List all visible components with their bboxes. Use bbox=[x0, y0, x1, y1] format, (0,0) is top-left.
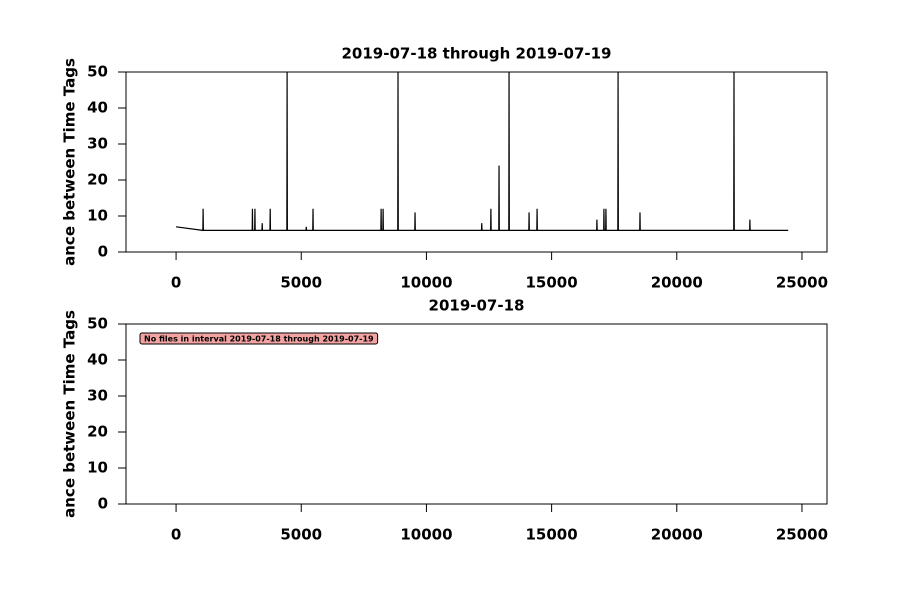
data-line bbox=[175, 71, 789, 232]
x-tick-label: 15000 bbox=[526, 274, 578, 292]
y-tick-label: 30 bbox=[87, 387, 108, 405]
x-tick-label: 5000 bbox=[280, 274, 322, 292]
plot-frame bbox=[125, 323, 828, 505]
y-tick-label: 20 bbox=[87, 171, 108, 189]
x-tick-label: 0 bbox=[171, 274, 181, 292]
chart-title: 2019-07-18 bbox=[429, 297, 525, 315]
x-tick-label: 25000 bbox=[776, 526, 828, 544]
y-tick-label: 0 bbox=[98, 243, 108, 261]
x-tick-label: 0 bbox=[171, 526, 181, 544]
x-tick-label: 15000 bbox=[526, 526, 578, 544]
chart-title: 2019-07-18 through 2019-07-19 bbox=[342, 45, 612, 63]
x-tick-label: 10000 bbox=[400, 274, 452, 292]
y-tick-label: 40 bbox=[87, 351, 108, 369]
y-tick-label: 30 bbox=[87, 135, 108, 153]
x-tick-label: 20000 bbox=[651, 526, 703, 544]
x-tick-label: 5000 bbox=[280, 526, 322, 544]
y-axis-label: ance between Time Tags bbox=[61, 58, 79, 266]
x-tick-label: 20000 bbox=[651, 274, 703, 292]
x-tick-label: 25000 bbox=[776, 274, 828, 292]
annotation-text: No files in interval 2019-07-18 through … bbox=[144, 335, 374, 344]
annotation: No files in interval 2019-07-18 through … bbox=[139, 332, 379, 345]
plot-frame bbox=[125, 71, 828, 253]
x-tick-label: 10000 bbox=[400, 526, 452, 544]
y-axis-label: ance between Time Tags bbox=[61, 310, 79, 518]
y-tick-label: 20 bbox=[87, 423, 108, 441]
y-tick-label: 10 bbox=[87, 459, 108, 477]
y-tick-label: 40 bbox=[87, 99, 108, 117]
y-tick-label: 50 bbox=[87, 315, 108, 333]
y-tick-label: 50 bbox=[87, 63, 108, 81]
y-tick-label: 0 bbox=[98, 495, 108, 513]
annotation-box bbox=[139, 332, 379, 345]
y-tick-label: 10 bbox=[87, 207, 108, 225]
